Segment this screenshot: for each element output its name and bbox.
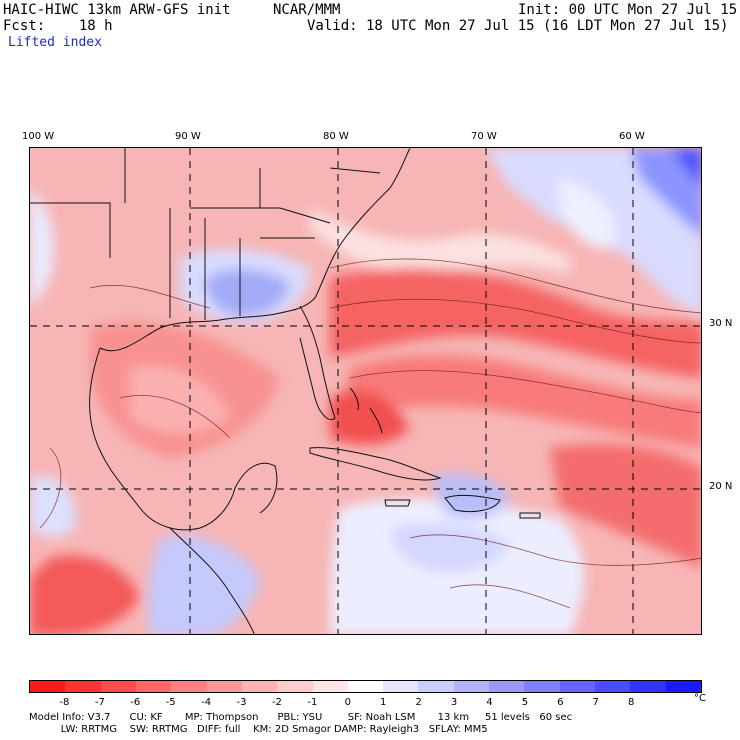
colorbar-cell <box>277 681 313 692</box>
colorbar-cell <box>665 681 701 692</box>
colorbar-cell <box>347 681 384 692</box>
colorbar-cell <box>524 681 560 692</box>
footer-line-1: Model Info: V3.7 CU: KF MP: Thompson PBL… <box>29 712 573 723</box>
colorbar-tick-label: -8 <box>59 697 70 708</box>
colorbar-tick-label: -1 <box>307 697 318 708</box>
colorbar-tick-label: 0 <box>344 697 351 708</box>
colorbar-cell <box>453 681 490 692</box>
map-canvas <box>30 148 701 634</box>
colorbar-cell <box>595 681 631 692</box>
colorbar-cell <box>241 681 278 692</box>
field-name: Lifted index <box>8 35 102 50</box>
colorbar-tick-label: 3 <box>450 697 458 708</box>
colorbar-cell <box>383 681 419 692</box>
colorbar <box>29 680 702 693</box>
colorbar-cell <box>206 681 242 692</box>
colorbar-cell <box>489 681 525 692</box>
lat-label-20n: 20 N <box>709 481 733 492</box>
org-label: NCAR/MMM <box>273 2 341 18</box>
colorbar-cell <box>135 681 172 692</box>
colorbar-tick-label: -7 <box>94 697 105 708</box>
colorbar-cell <box>630 681 666 692</box>
colorbar-cell <box>418 681 454 692</box>
colorbar-tick-label: 4 <box>486 697 493 708</box>
lon-label-80w: 80 W <box>323 131 349 142</box>
valid-time: Valid: 18 UTC Mon 27 Jul 15 (16 LDT Mon … <box>307 18 729 34</box>
colorbar-cell <box>30 681 66 692</box>
graticule <box>30 148 701 634</box>
colorbar-cell <box>171 681 207 692</box>
colorbar-cell <box>559 681 595 692</box>
init-time: Init: 00 UTC Mon 27 Jul 15 <box>518 2 738 18</box>
forecast-hour: Fcst: 18 h <box>3 18 113 34</box>
colorbar-cell <box>100 681 136 692</box>
colorbar-unit: °C <box>694 693 706 704</box>
lon-label-60w: 60 W <box>619 131 645 142</box>
colorbar-tick-label: -3 <box>236 697 247 708</box>
contour-lines <box>39 258 701 609</box>
colorbar-tick-label: 1 <box>380 697 387 708</box>
lat-label-30n: 30 N <box>709 318 733 329</box>
colorbar-tick-label: -5 <box>165 697 176 708</box>
colorbar-tick-label: 7 <box>592 697 599 708</box>
coastlines <box>30 148 541 634</box>
lon-label-100w: 100 W <box>22 131 55 142</box>
colorbar-tick-label: 6 <box>557 697 564 708</box>
colorbar-cell <box>312 681 348 692</box>
lifted-index-map <box>29 147 702 635</box>
model-title: HAIC-HIWC 13km ARW-GFS init <box>3 2 231 18</box>
colorbar-tick-label: 5 <box>521 697 529 708</box>
colorbar-tick-label: -4 <box>201 697 212 708</box>
lon-label-90w: 90 W <box>175 131 201 142</box>
colorbar-tick-label: -6 <box>130 697 141 708</box>
colorbar-tick-label: 8 <box>627 697 635 708</box>
colorbar-cell <box>65 681 101 692</box>
lon-label-70w: 70 W <box>471 131 497 142</box>
footer-line-2: LW: RRTMG SW: RRTMG DIFF: full KM: 2D Sm… <box>29 724 488 735</box>
colorbar-tick-label: 2 <box>415 697 422 708</box>
colorbar-tick-label: -2 <box>271 697 282 708</box>
